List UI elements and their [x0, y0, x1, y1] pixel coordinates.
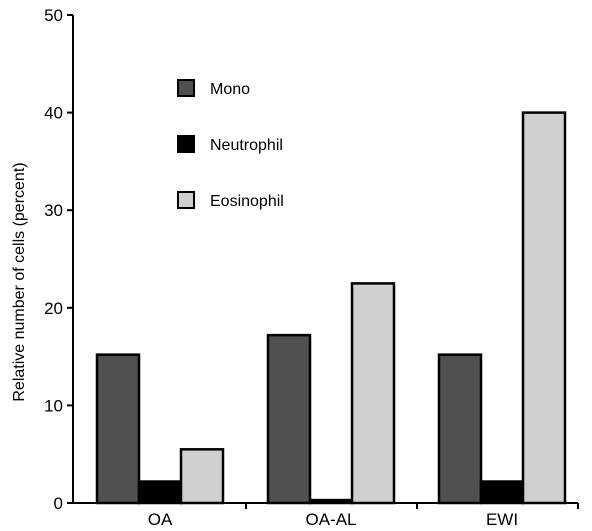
bar-eosinophil-oa-al: [352, 283, 394, 503]
bar-neutrophil-ewi: [481, 482, 523, 503]
y-tick-label-20: 20: [44, 299, 63, 318]
y-tick-label-40: 40: [44, 104, 63, 123]
y-axis-label: Relative number of cells (percent): [11, 162, 28, 401]
legend-swatch-neutrophil: [178, 136, 194, 152]
x-tick-label-oa: OA: [148, 510, 173, 529]
y-tick-label-0: 0: [54, 494, 63, 513]
bar-mono-oa-al: [268, 335, 310, 503]
bar-mono-oa: [97, 355, 139, 503]
legend-label-mono: Mono: [210, 81, 250, 98]
legend-label-neutrophil: Neutrophil: [210, 137, 283, 154]
bars-group: [97, 113, 565, 503]
legend-label-eosinophil: Eosinophil: [210, 193, 284, 210]
x-tick-label-oa-al: OA-AL: [305, 510, 356, 529]
x-tick-label-ewi: EWI: [486, 510, 518, 529]
legend-swatch-eosinophil: [178, 192, 194, 208]
y-tick-label-50: 50: [44, 6, 63, 25]
bar-mono-ewi: [439, 355, 481, 503]
bar-neutrophil-oa: [139, 482, 181, 503]
bar-eosinophil-oa: [181, 449, 223, 503]
y-tick-label-10: 10: [44, 396, 63, 415]
y-tick-label-30: 30: [44, 201, 63, 220]
legend: Mono Neutrophil Eosinophil: [178, 80, 284, 210]
bar-eosinophil-ewi: [523, 113, 565, 503]
legend-swatch-mono: [178, 80, 194, 96]
